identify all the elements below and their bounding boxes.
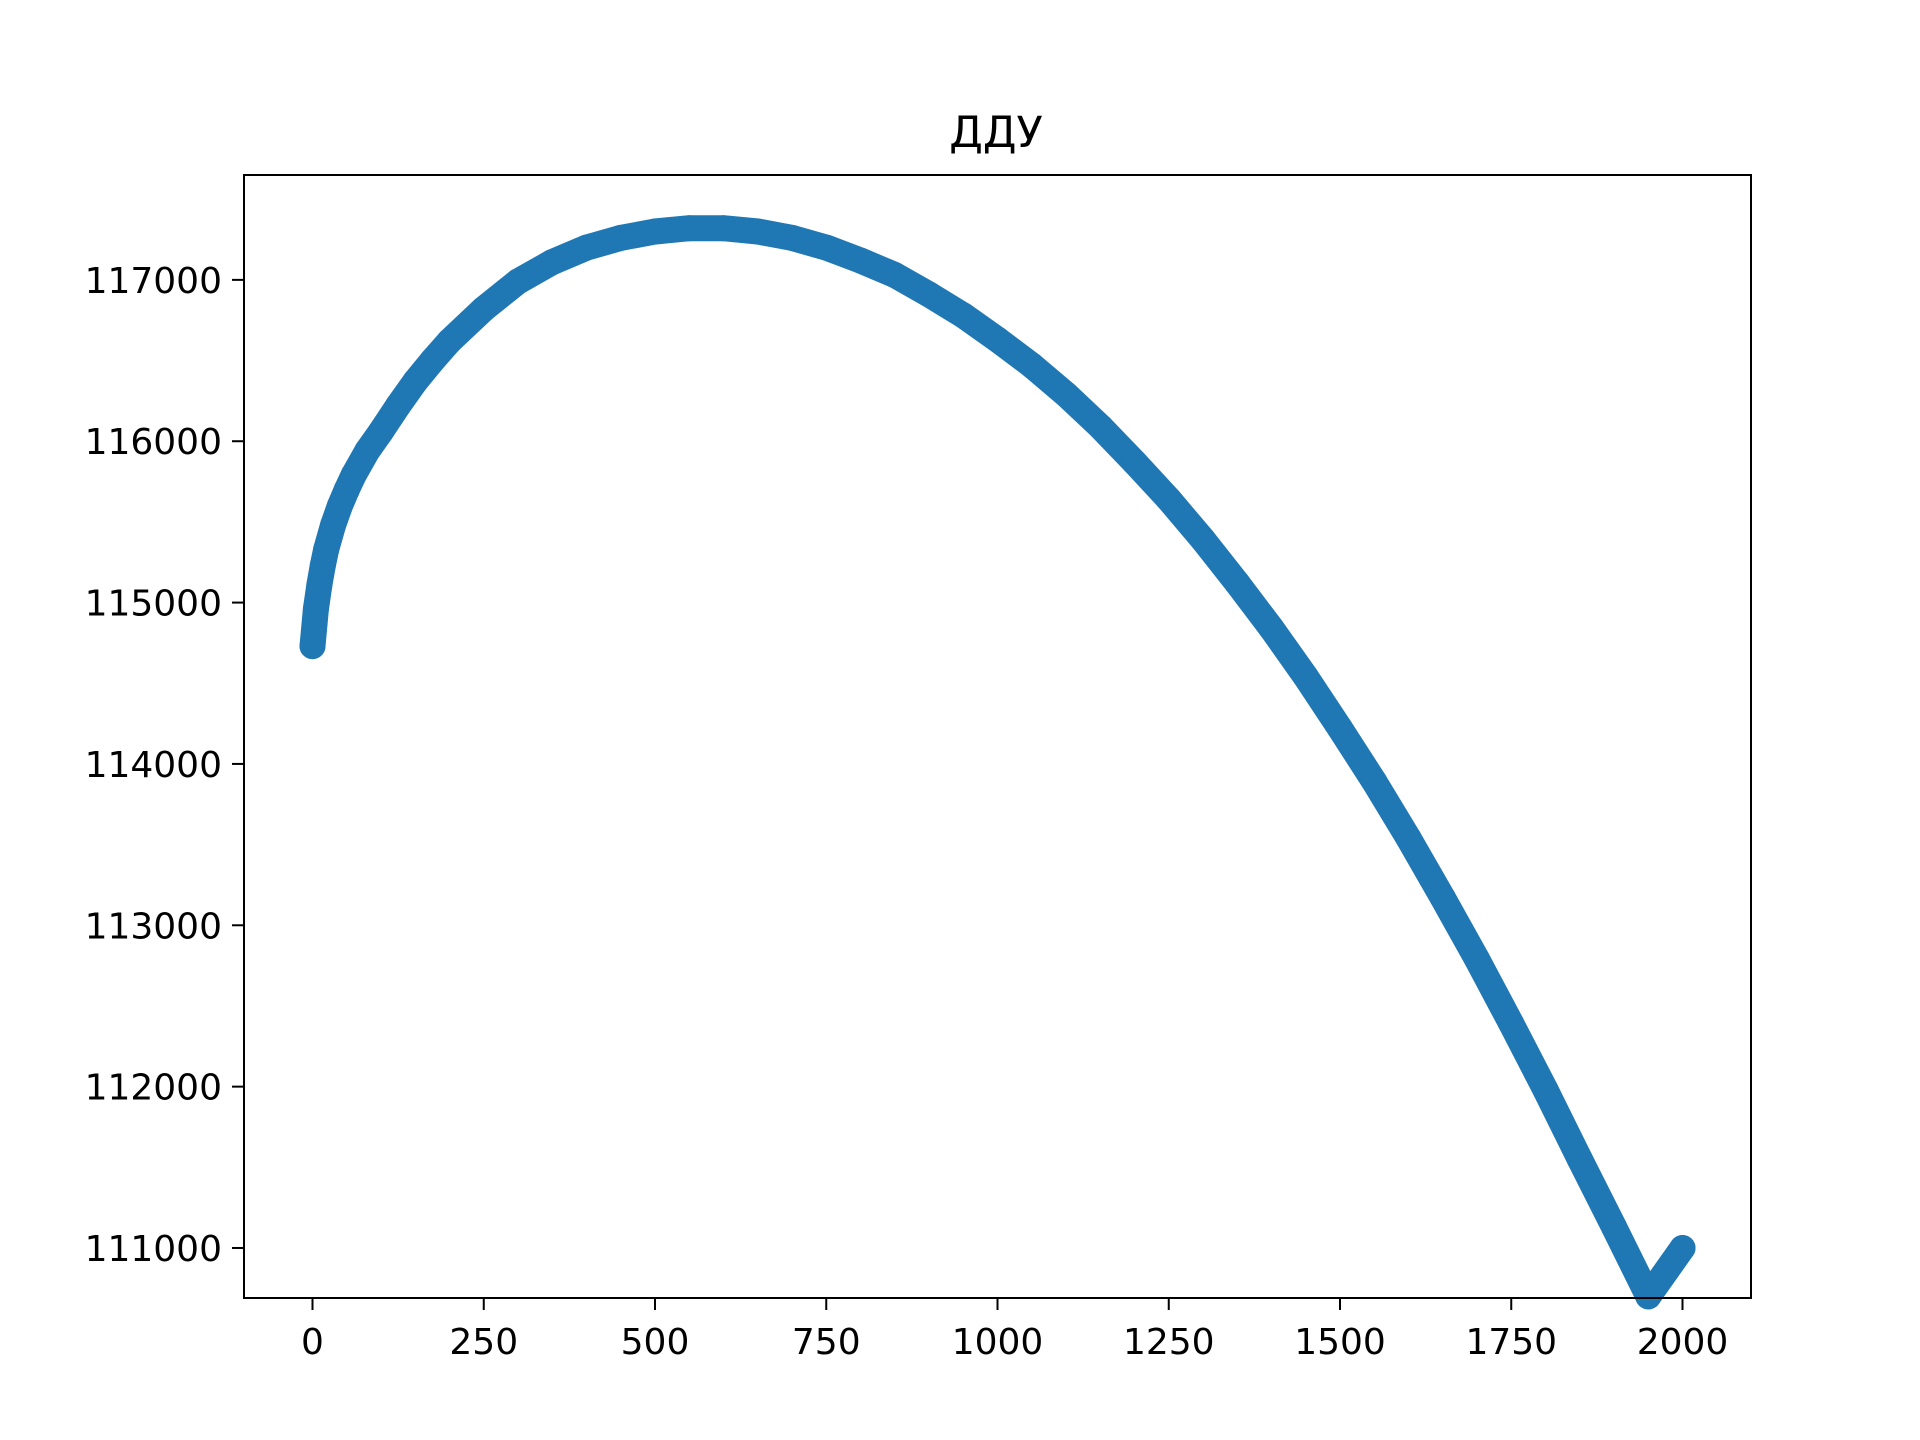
y-tick-label: 112000 [85,1068,222,1109]
data-point [1429,884,1456,911]
data-point [1361,768,1388,795]
y-tick-label: 113000 [85,906,222,947]
data-point [419,347,446,374]
x-tick-label: 500 [621,1322,690,1363]
data-point [744,218,771,245]
data-point [1190,526,1216,553]
data-point [1601,1214,1627,1240]
x-tick-label: 1500 [1294,1322,1386,1363]
x-tick-label: 2000 [1637,1322,1729,1363]
data-point [881,262,908,288]
data-point [306,571,333,598]
data-point [505,268,531,295]
data-point [710,215,737,242]
data-point [385,392,412,419]
y-tick-label: 117000 [85,261,222,302]
data-point [1327,715,1353,742]
data-point [354,437,381,464]
y-tick-label: 116000 [85,422,222,463]
x-tick-label: 1000 [952,1322,1044,1363]
y-tick-label: 115000 [85,584,222,625]
data-point [368,418,394,445]
data-point [1053,381,1079,408]
y-axis: 111000 112000 113000 114000 115000 116000 1170… [85,261,244,1270]
data-point [1635,1283,1662,1310]
data-point [573,234,600,261]
data-point [1669,1235,1696,1261]
data-point [402,368,429,395]
data-point [1464,946,1490,973]
data-point [950,302,977,329]
series-layer [299,215,1696,1310]
x-axis: 0 250 500 750 1000 1250 1500 1750 2000 [301,1298,1728,1363]
data-point [676,215,703,242]
data-point [1224,570,1251,597]
data-point [1155,486,1182,513]
data-point [813,234,840,261]
data-point [779,224,805,251]
data-point [539,249,566,276]
data-point [642,218,668,245]
data-point [1292,663,1319,690]
data-point [607,224,634,251]
data-point [1566,1146,1593,1173]
data-point [313,536,340,563]
data-point [1087,413,1114,440]
data-point [1121,449,1148,476]
y-tick-label: 111000 [85,1229,222,1270]
data-point [1498,1010,1525,1037]
x-tick-label: 1250 [1123,1322,1215,1363]
data-point [916,281,942,308]
y-tick-label: 114000 [85,745,222,786]
data-point [470,295,497,322]
x-tick-label: 250 [449,1322,518,1363]
data-point [847,247,874,274]
data-point [984,326,1011,353]
data-point [1018,352,1045,379]
plot-area [243,174,1752,1310]
x-tick-label: 1750 [1465,1322,1557,1363]
data-point [436,328,463,355]
data-point [340,462,367,489]
data-point [302,596,329,622]
data-point [1258,615,1285,642]
data-point [299,633,326,660]
data-point [1395,825,1422,852]
chart-title: ДДУ [949,108,1042,158]
x-tick-label: 0 [301,1322,324,1363]
data-point [1532,1076,1559,1103]
x-tick-label: 750 [792,1322,861,1363]
